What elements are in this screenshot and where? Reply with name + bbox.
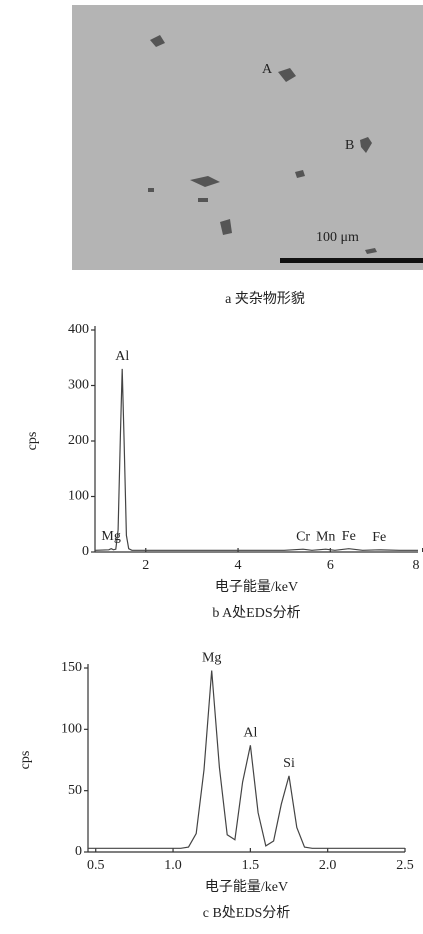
y-axis-label: cps	[18, 751, 33, 770]
y-tick-label: 200	[68, 433, 89, 448]
x-axis-label: 电子能量/keV	[205, 879, 288, 895]
y-tick-label: 100	[61, 722, 82, 737]
figure: A B 100 μm a 夹杂物形貌 0 100 200 300 400 2 4 6 8 Mg Al…	[0, 0, 423, 934]
peak-label: Fe	[372, 530, 386, 545]
x-axis-label: 电子能量/keV	[215, 579, 298, 595]
y-tick-label: 0	[82, 544, 89, 559]
peak-label: Al	[115, 349, 129, 364]
caption: b A处EDS分析	[212, 605, 300, 621]
x-tick-label: 2.0	[319, 858, 337, 873]
y-tick-label: 400	[68, 322, 89, 337]
x-tick-label: 0.5	[87, 858, 105, 873]
x-tick-label: 2.5	[396, 858, 414, 873]
peak-label: Cr	[296, 529, 310, 544]
peak-label: Al	[243, 725, 257, 740]
y-tick-label: 150	[61, 660, 82, 675]
caption: a 夹杂物形貌	[225, 291, 305, 307]
x-tick-label: 1.5	[242, 858, 260, 873]
peak-label: Si	[283, 756, 295, 771]
y-tick-label: 100	[68, 489, 89, 504]
x-tick-label: 8	[413, 558, 420, 573]
scale-bar-label: 100 μm	[316, 230, 359, 245]
y-tick-label: 0	[75, 844, 82, 859]
peak-label: Fe	[342, 529, 356, 544]
micrograph: A B 100 μm a 夹杂物形貌	[72, 5, 423, 307]
peak-label: Mg	[202, 651, 221, 666]
x-tick-label: 6	[327, 558, 334, 573]
spectrum-chart: 0 100 200 300 400 2 4 6 8 Mg Al Cr Mn Fe Fe cps 电子能量/keV…	[25, 322, 422, 621]
y-tick-label: 300	[68, 378, 89, 393]
spectrum-line	[95, 369, 418, 550]
y-axis-label: cps	[25, 432, 40, 451]
peak-label: Mn	[316, 529, 335, 544]
micrograph-image	[72, 5, 423, 270]
scale-bar	[280, 258, 423, 263]
spectrum-chart: 0 50 100 150 0.5 1.0 1.5 2.0 2.5 Mg Al Si cps 电子能量/ke…	[18, 651, 414, 922]
y-tick-label: 50	[68, 783, 82, 798]
label-b: B	[345, 138, 354, 153]
label-a: A	[262, 62, 273, 77]
x-tick-label: 1.0	[164, 858, 182, 873]
peak-label: Mg	[101, 529, 120, 544]
spectrum-line	[88, 671, 405, 849]
caption: c B处EDS分析	[203, 905, 291, 921]
x-tick-label: 2	[142, 558, 149, 573]
x-tick-label: 4	[235, 558, 242, 573]
